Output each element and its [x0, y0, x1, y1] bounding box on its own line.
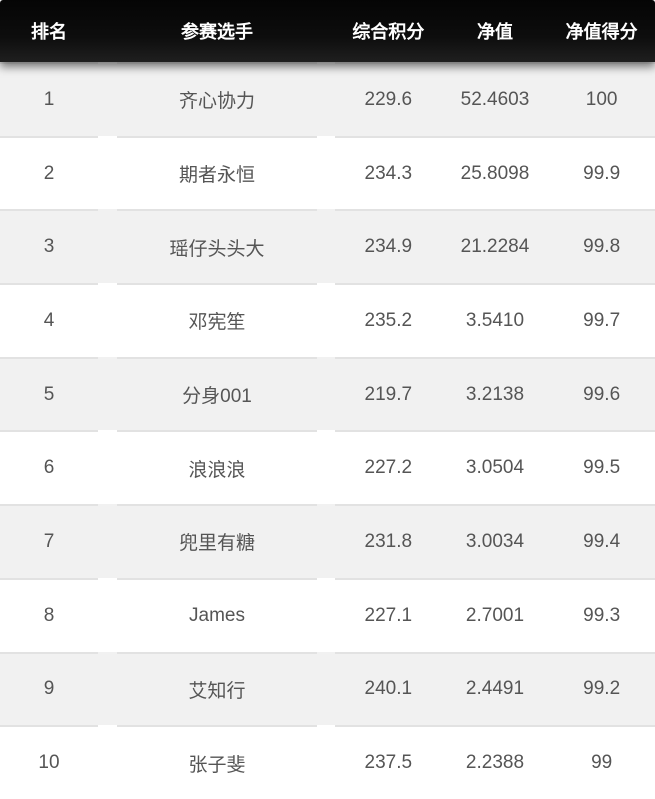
column-gap — [317, 209, 335, 283]
player-cell: 齐心协力 — [117, 62, 317, 136]
column-header-score: 综合积分 — [352, 22, 425, 42]
net-score-cell: 99 — [548, 725, 655, 799]
column-gap — [317, 578, 335, 652]
score-cell: 237.5 — [335, 725, 442, 799]
column-gap — [98, 209, 117, 283]
score-cell: 227.1 — [335, 577, 442, 652]
rank-cell: 1 — [0, 62, 98, 136]
net-score-cell: 99.9 — [548, 135, 655, 210]
column-gap — [317, 283, 335, 357]
table-row: 8 James 227.1 2.7001 99.3 — [0, 577, 655, 652]
column-header-net-score: 净值得分 — [565, 22, 638, 42]
player-cell: 艾知行 — [117, 651, 317, 726]
net-cell: 3.2138 — [441, 356, 549, 431]
player-cell: 期者永恒 — [117, 135, 317, 210]
score-cell: 219.7 — [335, 356, 442, 431]
table-row: 9 艾知行 240.1 2.4491 99.2 — [0, 651, 655, 726]
column-gap — [317, 504, 335, 578]
rank-cell: 4 — [0, 283, 98, 357]
player-cell: 张子斐 — [117, 725, 317, 799]
table-row: 10 张子斐 237.5 2.2388 99 — [0, 725, 655, 799]
column-header-net: 净值 — [476, 22, 513, 42]
score-cell: 231.8 — [335, 504, 442, 578]
net-cell: 3.0034 — [441, 504, 549, 578]
net-score-cell: 99.6 — [548, 356, 655, 431]
net-cell: 2.7001 — [441, 577, 549, 652]
column-header-rank: 排名 — [31, 22, 67, 42]
table-row: 5 分身001 219.7 3.2138 99.6 — [0, 356, 655, 431]
column-gap — [98, 62, 117, 136]
rank-cell: 8 — [0, 577, 98, 652]
net-cell: 2.2388 — [441, 725, 549, 799]
column-gap — [317, 652, 335, 726]
player-cell: 兜里有糖 — [117, 504, 317, 578]
player-cell: 瑶仔头头大 — [117, 209, 317, 283]
column-gap — [317, 136, 335, 210]
net-cell: 3.0504 — [441, 430, 549, 504]
rank-cell: 10 — [0, 725, 98, 799]
column-gap — [317, 0, 335, 62]
table-row: 1 齐心协力 229.6 52.4603 100 — [0, 62, 655, 136]
player-cell: 邓宪笙 — [117, 283, 317, 357]
column-gap — [98, 578, 117, 652]
table-row: 7 兜里有糖 231.8 3.0034 99.4 — [0, 504, 655, 578]
column-gap — [98, 652, 117, 726]
column-gap — [98, 0, 117, 62]
player-cell: 浪浪浪 — [117, 430, 317, 504]
net-cell: 21.2284 — [441, 209, 549, 283]
rank-cell: 2 — [0, 135, 98, 210]
player-cell: James — [117, 577, 317, 652]
net-score-cell: 100 — [548, 62, 655, 136]
score-cell: 240.1 — [335, 651, 442, 726]
column-header-player: 参赛选手 — [181, 22, 253, 42]
column-gap — [317, 357, 335, 431]
column-gap — [317, 725, 335, 799]
column-gap — [98, 136, 117, 210]
table-row: 6 浪浪浪 227.2 3.0504 99.5 — [0, 430, 655, 505]
net-score-cell: 99.5 — [548, 430, 655, 504]
table-row: 4 邓宪笙 235.2 3.5410 99.7 — [0, 283, 655, 357]
rank-cell: 9 — [0, 651, 98, 726]
column-gap — [317, 430, 335, 504]
column-gap — [98, 725, 117, 799]
column-gap — [98, 430, 117, 504]
score-cell: 229.6 — [335, 62, 442, 136]
column-gap — [317, 62, 335, 136]
column-gap — [98, 504, 117, 578]
net-score-cell: 99.7 — [548, 283, 655, 357]
rank-cell: 5 — [0, 356, 98, 431]
table-row: 3 瑶仔头头大 234.9 21.2284 99.8 — [0, 209, 655, 284]
net-cell: 3.5410 — [441, 283, 549, 357]
net-score-cell: 99.2 — [548, 651, 655, 726]
net-score-cell: 99.8 — [548, 209, 655, 283]
column-gap — [98, 357, 117, 431]
net-score-cell: 99.4 — [548, 504, 655, 578]
net-cell: 2.4491 — [441, 651, 549, 726]
net-cell: 25.8098 — [441, 135, 549, 210]
net-cell: 52.4603 — [441, 62, 549, 136]
score-cell: 227.2 — [335, 430, 442, 504]
net-score-cell: 99.3 — [548, 577, 655, 652]
rank-cell: 3 — [0, 209, 98, 283]
rank-cell: 6 — [0, 430, 98, 504]
column-gap — [98, 283, 117, 357]
score-cell: 235.2 — [335, 283, 442, 357]
table-body: 1 齐心协力 229.6 52.4603 100 2 期者永恒 234.3 25… — [0, 62, 655, 799]
rank-cell: 7 — [0, 504, 98, 578]
score-cell: 234.9 — [335, 209, 442, 283]
score-cell: 234.3 — [335, 135, 442, 210]
table-header-row: 排名 参赛选手 综合积分 净值 净值得分 — [0, 0, 655, 62]
player-cell: 分身001 — [117, 356, 317, 431]
table-row: 2 期者永恒 234.3 25.8098 99.9 — [0, 135, 655, 210]
